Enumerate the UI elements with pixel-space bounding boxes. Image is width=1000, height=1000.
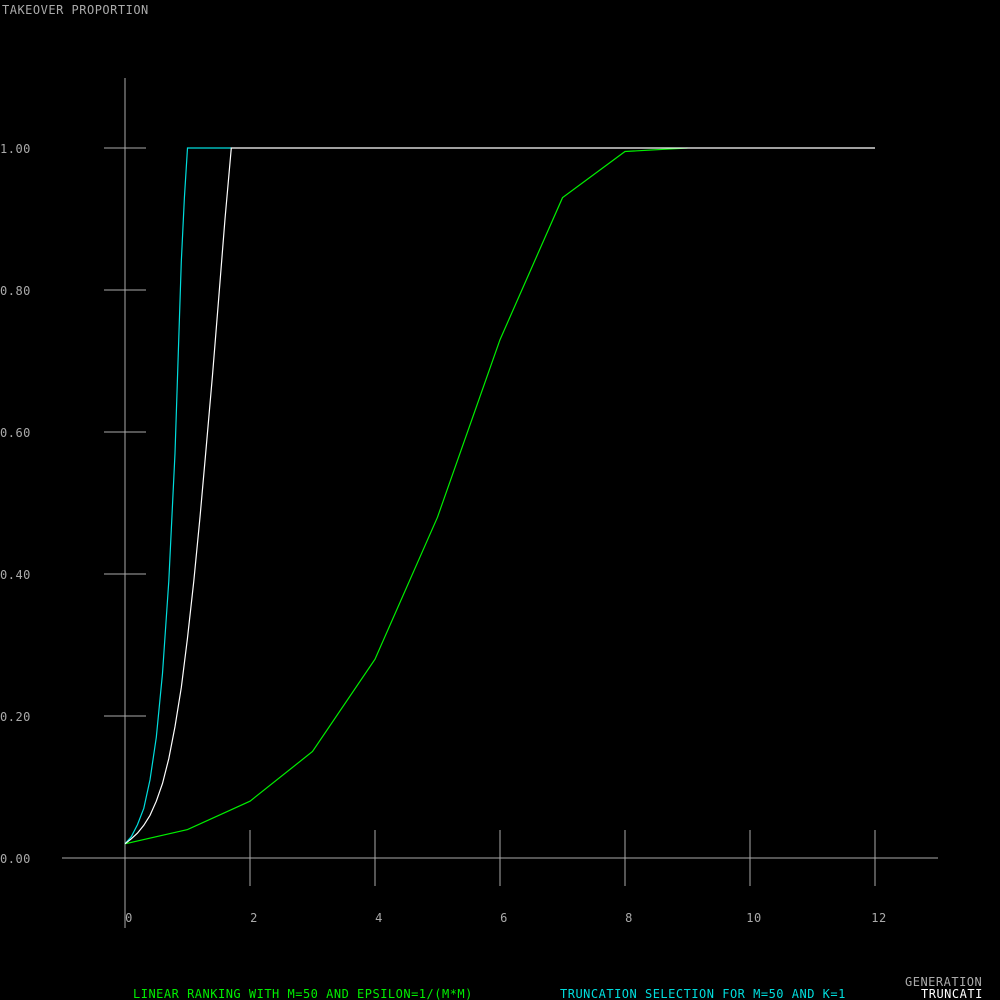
y-tick-label: 0.40: [0, 568, 31, 582]
x-axis-label: GENERATION: [905, 975, 982, 989]
y-tick-label: 0.00: [0, 852, 31, 866]
legend-entry-truncation-k1: TRUNCATION SELECTION FOR M=50 AND K=1: [560, 987, 846, 1000]
series-line-1: [124, 147, 232, 845]
y-tick-label: 0.60: [0, 426, 31, 440]
x-tick-label: 12: [871, 911, 886, 925]
legend-entry-linear-ranking: LINEAR RANKING WITH M=50 AND EPSILON=1/(…: [133, 987, 473, 1000]
series-lines: [124, 147, 875, 845]
ticks: 0.00 0.20 0.40 0.60 0.80 1.00 0 2 4 6 8 10 12: [0, 142, 886, 925]
x-tick-label: 6: [500, 911, 508, 925]
series-line-2: [124, 147, 875, 845]
x-tick-label: 4: [375, 911, 383, 925]
y-tick-label: 0.20: [0, 710, 31, 724]
legend-entry-truncation-2: TRUNCATI: [921, 987, 983, 1000]
series-line-0: [124, 147, 688, 845]
y-tick-label: 0.80: [0, 284, 31, 298]
x-tick-label: 0: [125, 911, 133, 925]
x-tick-label: 8: [625, 911, 633, 925]
x-tick-label: 2: [250, 911, 258, 925]
legend: LINEAR RANKING WITH M=50 AND EPSILON=1/(…: [133, 987, 983, 1000]
y-tick-label: 1.00: [0, 142, 31, 156]
axes: [62, 78, 938, 928]
x-tick-label: 10: [746, 911, 761, 925]
y-axis-label: TAKEOVER PROPORTION: [2, 3, 149, 17]
